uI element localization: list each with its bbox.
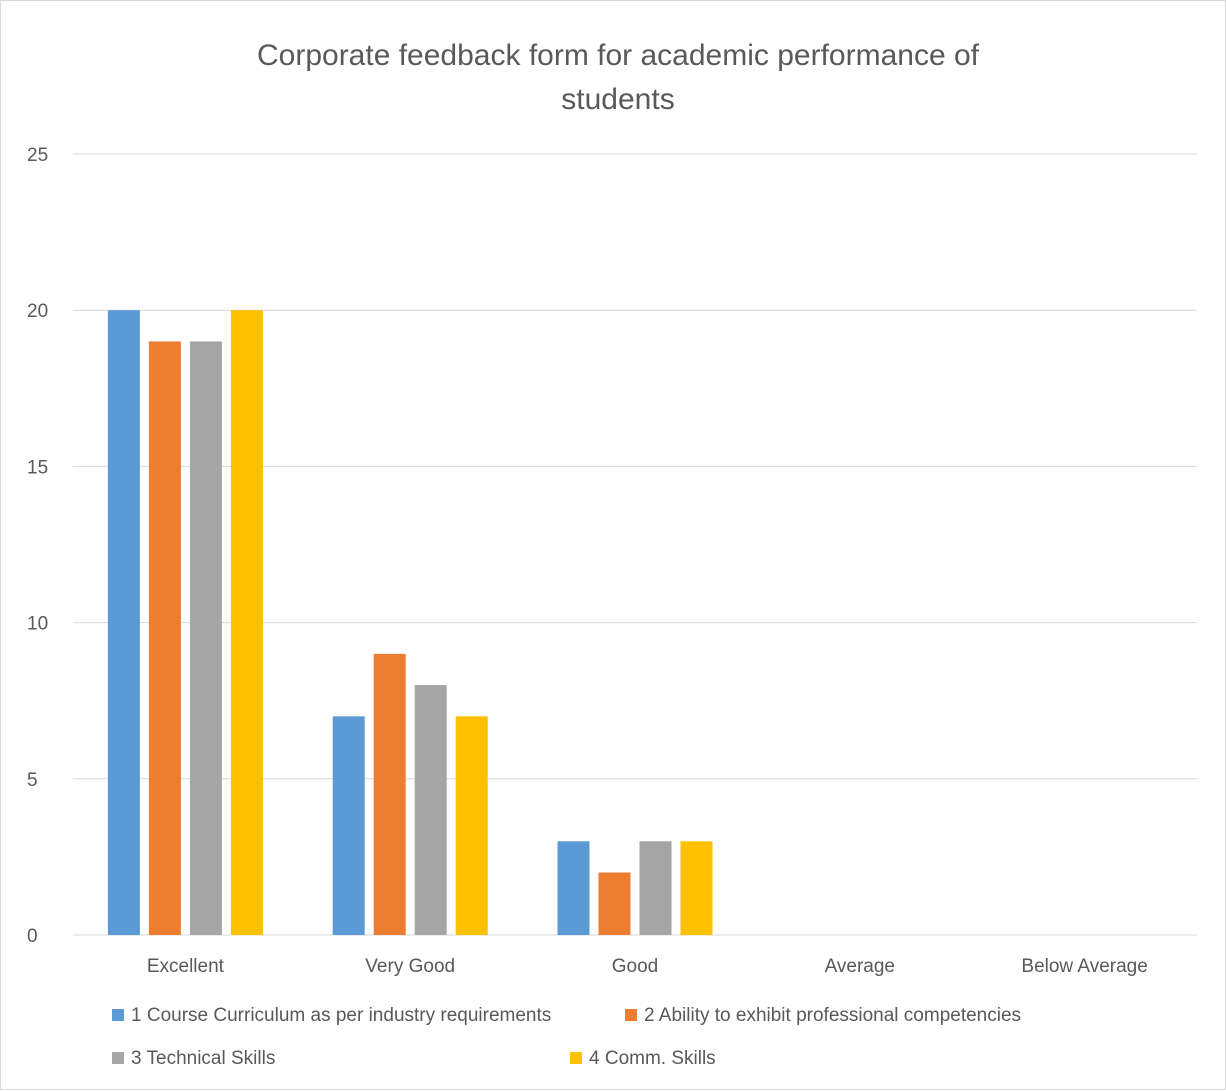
bar-2-2 xyxy=(639,841,672,935)
bars xyxy=(107,310,713,935)
bar-0-3 xyxy=(230,310,263,935)
bar-2-0 xyxy=(557,841,590,935)
bar-2-3 xyxy=(680,841,713,935)
legend-swatch-0 xyxy=(112,1009,124,1021)
legend-label-1: 2 Ability to exhibit professional compet… xyxy=(644,1005,1021,1026)
x-tick-label: Average xyxy=(825,956,895,977)
x-axis-ticks: Excellent Very Good Good Average Below Avera… xyxy=(147,956,1148,977)
x-tick-label: Excellent xyxy=(147,956,225,977)
bar-0-2 xyxy=(189,341,222,935)
y-tick-label: 15 xyxy=(27,457,48,478)
legend-swatch-1 xyxy=(625,1009,637,1021)
bar-0-1 xyxy=(148,341,181,935)
legend-label-3: 4 Comm. Skills xyxy=(589,1048,716,1069)
chart-title-line-1: Corporate feedback form for academic per… xyxy=(257,39,980,72)
legend-swatch-3 xyxy=(570,1052,582,1064)
x-tick-label: Good xyxy=(612,956,658,977)
y-tick-label: 0 xyxy=(27,926,38,947)
bar-2-1 xyxy=(598,872,631,935)
bar-1-1 xyxy=(373,653,406,935)
bar-0-0 xyxy=(107,310,140,935)
bar-1-3 xyxy=(455,716,488,935)
y-axis-ticks: 0 5 10 15 20 25 xyxy=(27,145,48,947)
y-tick-label: 20 xyxy=(27,301,48,322)
chart-title-line-2: students xyxy=(561,83,674,116)
y-tick-label: 5 xyxy=(27,770,38,791)
y-tick-label: 10 xyxy=(27,614,48,635)
legend-swatch-2 xyxy=(112,1052,124,1064)
legend-label-0: 1 Course Curriculum as per industry requ… xyxy=(131,1005,551,1026)
bar-1-0 xyxy=(332,716,365,935)
x-tick-label: Below Average xyxy=(1021,956,1147,977)
bar-1-2 xyxy=(414,685,447,935)
x-tick-label: Very Good xyxy=(365,956,455,977)
legend-label-2: 3 Technical Skills xyxy=(131,1048,275,1069)
legend: 1 Course Curriculum as per industry requ… xyxy=(112,1005,1021,1069)
y-tick-label: 25 xyxy=(27,145,48,166)
